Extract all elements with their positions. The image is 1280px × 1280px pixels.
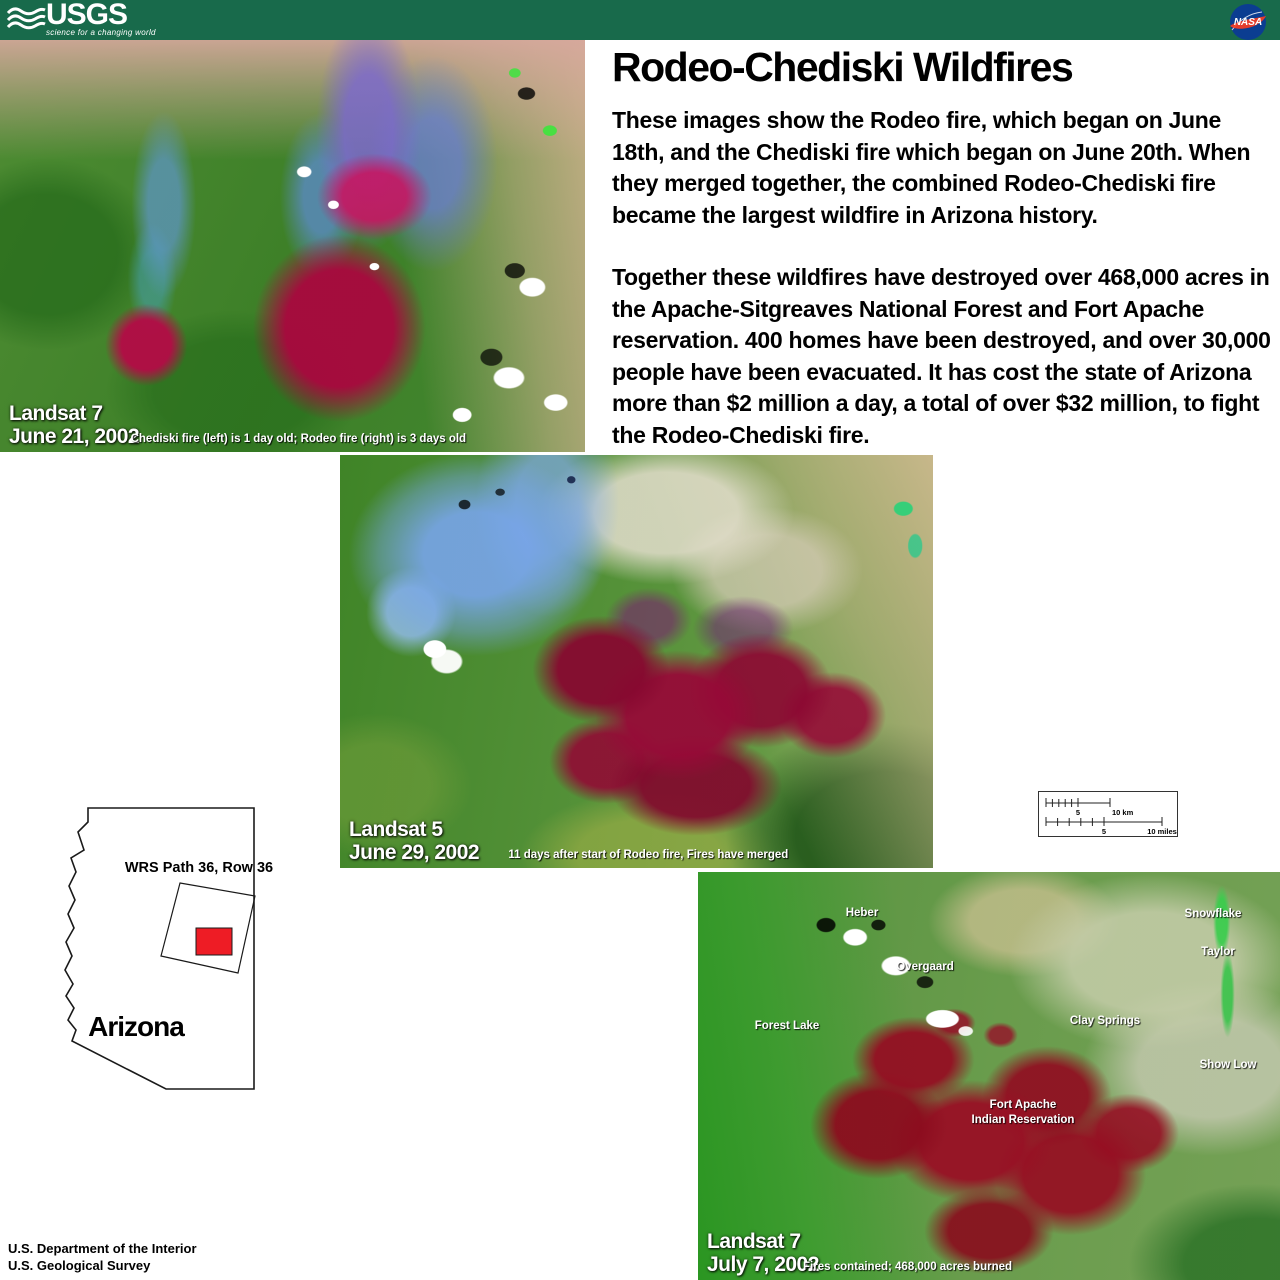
place-label-snowflake: Snowflake <box>1184 908 1242 920</box>
satellite-image-june-21: Landsat 7 June 21, 2002 Chediski fire (l… <box>0 40 585 452</box>
usgs-tagline: science for a changing world <box>46 28 156 37</box>
page-title: Rodeo-Chediski Wildfires <box>612 44 1074 90</box>
miles-ruler <box>1045 817 1163 826</box>
place-label-show-low: Show Low <box>1199 1059 1257 1071</box>
place-label-clay-springs: Clay Springs <box>1069 1015 1141 1027</box>
image3-label: Landsat 7 July 7, 2002 <box>707 1230 819 1276</box>
image2-label: Landsat 5 June 29, 2002 <box>349 817 480 864</box>
place-label-taylor: Taylor <box>1201 946 1235 958</box>
headline-block: Rodeo-Chediski Wildfires These images sh… <box>612 44 1272 482</box>
footer-line2: U.S. Geological Survey <box>8 1257 151 1273</box>
place-label-fort-apache-reservation: Fort Apache Indian Reservation <box>972 1098 1075 1128</box>
usgs-logo: USGS science for a changing world <box>6 0 156 37</box>
km-mid-label: 5 <box>1076 808 1080 817</box>
arizona-outline <box>64 807 255 1090</box>
nasa-logo-text: NASA <box>1234 17 1262 28</box>
place-label-overgaard: Overgaard <box>896 961 954 973</box>
fort-apache-line2: Indian Reservation <box>971 1114 1075 1126</box>
image2-date: June 29, 2002 <box>349 840 480 864</box>
image3-date: July 7, 2002 <box>707 1252 819 1276</box>
footer-credits: U.S. Department of the Interior U.S. Geo… <box>8 1241 197 1275</box>
state-label: Arizona <box>88 1011 185 1042</box>
satellite-image-july-7: Heber Overgaard Forest Lake Clay Springs… <box>698 872 1280 1280</box>
intro-paragraph: These images show the Rodeo fire, which … <box>612 107 1251 228</box>
image2-satellite: Landsat 5 <box>349 817 443 841</box>
arizona-locator-map: WRS Path 36, Row 36 Arizona <box>36 798 288 1096</box>
km-end-label: 10 km <box>1112 808 1134 817</box>
top-banner: USGS science for a changing world NASA <box>0 0 1280 40</box>
usgs-wave-icon <box>6 7 46 30</box>
impact-paragraph: Together these wildfires have destroyed … <box>612 264 1271 448</box>
nasa-logo-icon: NASA <box>1228 2 1268 42</box>
wrs-label: WRS Path 36, Row 36 <box>125 860 273 876</box>
scene-rect <box>195 927 233 956</box>
usgs-logo-text-wrap: USGS science for a changing world <box>46 0 156 37</box>
place-label-heber: Heber <box>845 907 879 919</box>
wrs-swath-square <box>160 882 256 974</box>
km-ruler <box>1045 798 1111 807</box>
image3-satellite: Landsat 7 <box>707 1229 801 1253</box>
miles-mid-label: 5 <box>1102 827 1106 836</box>
scale-bar: 5 10 km 5 10 miles <box>1038 791 1178 837</box>
image1-label: Landsat 7 June 21, 2002 <box>9 401 140 448</box>
satellite-image-june-29: Landsat 5 June 29, 2002 11 days after st… <box>340 455 933 868</box>
footer-line1: U.S. Department of the Interior <box>8 1241 197 1256</box>
image1-date: June 21, 2002 <box>9 424 140 448</box>
place-label-forest-lake: Forest Lake <box>754 1020 820 1032</box>
image1-caption: Chediski fire (left) is 1 day old; Rodeo… <box>130 433 467 445</box>
fort-apache-line1: Fort Apache <box>989 1099 1057 1112</box>
image3-caption: Fires contained; 468,000 acres burned <box>803 1261 1013 1273</box>
image1-satellite: Landsat 7 <box>9 401 103 425</box>
miles-end-label: 10 miles <box>1147 827 1177 836</box>
usgs-logo-text: USGS <box>46 0 128 31</box>
image2-caption: 11 days after start of Rodeo fire, Fires… <box>508 849 789 861</box>
